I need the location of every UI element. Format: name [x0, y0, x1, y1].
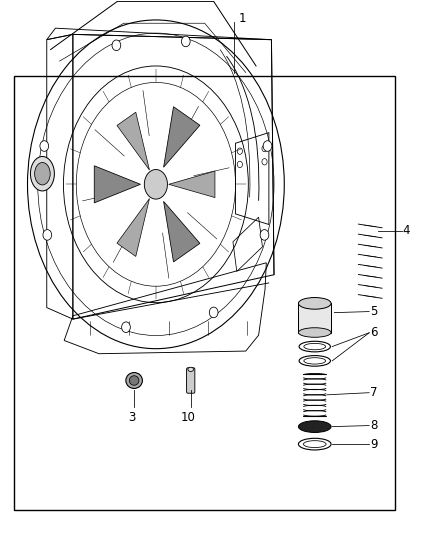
Ellipse shape [298, 421, 331, 432]
Ellipse shape [298, 297, 331, 309]
Ellipse shape [298, 328, 331, 337]
Circle shape [112, 40, 121, 51]
Polygon shape [117, 199, 149, 256]
Ellipse shape [188, 367, 194, 372]
Circle shape [122, 322, 131, 333]
Ellipse shape [129, 376, 139, 385]
Circle shape [209, 307, 218, 318]
Text: 6: 6 [370, 326, 378, 340]
Ellipse shape [145, 169, 167, 199]
FancyBboxPatch shape [187, 368, 195, 393]
Circle shape [260, 230, 269, 240]
Polygon shape [117, 112, 149, 170]
Bar [14, 76, 395, 511]
Text: 10: 10 [180, 411, 195, 424]
Polygon shape [169, 171, 215, 198]
Text: 4: 4 [403, 224, 410, 238]
Text: 1: 1 [239, 12, 246, 25]
Text: 7: 7 [370, 386, 378, 399]
Polygon shape [164, 201, 200, 262]
Text: 3: 3 [128, 411, 136, 424]
Circle shape [181, 36, 190, 47]
Text: 5: 5 [370, 305, 378, 318]
Circle shape [40, 141, 49, 151]
Text: 9: 9 [370, 438, 378, 450]
Circle shape [43, 230, 52, 240]
Polygon shape [164, 107, 200, 167]
Ellipse shape [35, 163, 50, 185]
Ellipse shape [126, 373, 142, 389]
Polygon shape [94, 166, 141, 203]
Bar [298, 303, 331, 333]
Ellipse shape [30, 157, 54, 191]
Circle shape [263, 141, 272, 151]
Text: 8: 8 [370, 419, 378, 432]
